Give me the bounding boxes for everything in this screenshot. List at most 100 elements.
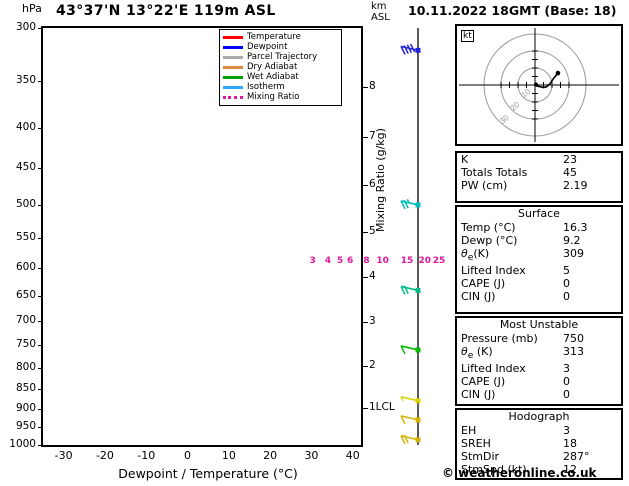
- table-row-value: 313: [563, 345, 584, 358]
- height-tick-label-3: 3: [369, 315, 376, 327]
- wind-barb-640: [400, 285, 421, 295]
- table-row-key: CIN (J): [461, 290, 496, 304]
- pressure-tick-label-850: 850: [15, 381, 36, 394]
- hodograph-ring-label-10: 10: [520, 87, 533, 100]
- table-row: Lifted Index 3: [457, 362, 621, 375]
- pressure-tick-label-650: 650: [15, 288, 36, 301]
- pressure-tick-350: [38, 81, 43, 83]
- hodograph-ring-label-30: 30: [498, 113, 511, 126]
- table-row-key: Temp (°C): [461, 221, 516, 234]
- legend-swatch-icon: [223, 85, 243, 89]
- pressure-tick-label-400: 400: [15, 120, 36, 133]
- pressure-tick-800: [38, 367, 43, 369]
- mixing-ratio-label-5: 5: [336, 256, 344, 267]
- table-row-value: 3: [563, 424, 570, 437]
- mixing-ratio-label-10: 10: [376, 256, 389, 267]
- table-row-value: 0: [563, 290, 570, 304]
- legend-item-parcel-trajectory: Parcel Trajectory: [223, 52, 338, 62]
- wind-barb-column: [396, 26, 442, 447]
- pressure-tick-400: [38, 127, 43, 129]
- height-tick-label-8: 8: [369, 80, 376, 93]
- table-row-value: 12: [563, 463, 577, 476]
- most-unstable-parcel-table: Most Unstable Pressure (mb) 750 θe (K) 313 Li…: [455, 316, 623, 406]
- table-row: CIN (J) 0: [457, 290, 621, 303]
- height-tick-6: [363, 184, 368, 186]
- table-row: θe (K) 313: [457, 345, 621, 362]
- wind-barb-svg: [400, 28, 421, 445]
- table-row: PW (cm) 2.19: [457, 179, 621, 192]
- stability-indices-table: K 23 Totals Totals 45 PW (cm) 2.19: [455, 151, 623, 203]
- legend-label: Mixing Ratio: [247, 91, 300, 102]
- table-row: Lifted Index 5: [457, 264, 621, 277]
- pressure-tick-900: [38, 408, 43, 410]
- station-title: 43°37'N 13°22'E 119m ASL: [56, 3, 276, 19]
- height-unit-label-asl: ASL: [371, 12, 390, 23]
- height-tick-7: [363, 136, 368, 138]
- wind-barb-880: [400, 395, 421, 404]
- table-row: EH 3: [457, 424, 621, 437]
- wind-barb-930: [400, 415, 421, 425]
- pressure-tick-600: [38, 268, 43, 270]
- height-tick-label-5: 5: [369, 224, 376, 237]
- legend-label: Parcel Trajectory: [247, 51, 318, 62]
- legend-swatch-icon: [223, 45, 243, 49]
- temperature-tick-label--10: -10: [137, 449, 156, 462]
- table-section-title: Hodograph: [508, 410, 570, 423]
- legend-swatch-icon: [223, 75, 243, 79]
- pressure-unit-label: hPa: [22, 2, 42, 15]
- temperature-tick-label--20: -20: [95, 449, 114, 462]
- table-row: StmSpd (kt) 12: [457, 463, 621, 476]
- table-row-key: PW (cm): [461, 179, 508, 192]
- pressure-tick-label-450: 450: [15, 161, 36, 174]
- table-row: StmDir 287°: [457, 450, 621, 463]
- pressure-tick-label-700: 700: [15, 314, 36, 327]
- pressure-tick-label-900: 900: [15, 401, 36, 414]
- table-row-value: 0: [563, 277, 570, 291]
- hodograph-ring-label-20: 20: [509, 100, 522, 113]
- height-tick-2: [363, 365, 368, 367]
- table-row: Pressure (mb) 750: [457, 332, 621, 345]
- table-row-value: 9.2: [563, 234, 581, 247]
- table-row-value: 45: [563, 166, 577, 179]
- table-row-key: Pressure (mb): [461, 332, 538, 345]
- table-row: CAPE (J) 0: [457, 277, 621, 290]
- pressure-tick-950: [38, 427, 43, 429]
- temperature-tick-label-40: 40: [345, 449, 360, 462]
- legend-swatch-icon: [223, 65, 243, 69]
- table-row-value: 309: [563, 247, 584, 260]
- legend-item-dry-adiabat: Dry Adiabat: [223, 62, 338, 72]
- table-row-key: SREH: [461, 437, 491, 450]
- table-row-value: 0: [563, 388, 570, 402]
- height-tick-5: [363, 231, 368, 233]
- hodograph-unit-label: kt: [461, 30, 474, 42]
- table-row: Dewp (°C) 9.2: [457, 234, 621, 247]
- mixing-ratio-axis-title: Mixing Ratio (g/kg): [374, 128, 387, 232]
- table-section-title: Most Unstable: [499, 318, 579, 331]
- table-row-key: K: [461, 153, 469, 166]
- hodograph-stats-table: Hodograph EH 3 SREH 18 StmDir 287° StmSpd (kt) 1…: [455, 408, 623, 480]
- height-tick-8: [363, 87, 368, 89]
- height-tick-label-4: 4: [369, 270, 376, 283]
- hodograph-panel[interactable]: 10 20 30: [455, 24, 623, 146]
- temperature-tick-label-0: 0: [184, 449, 192, 462]
- height-tick-4: [363, 277, 368, 279]
- wind-barb-500: [400, 198, 421, 210]
- table-row-key: Lifted Index: [461, 264, 526, 278]
- mixing-ratio-label-3: 3: [309, 256, 316, 267]
- legend-label: Isotherm: [247, 81, 285, 92]
- legend-swatch-icon: [223, 55, 243, 59]
- temperature-tick-label-30: 30: [304, 449, 319, 462]
- pressure-tick-label-950: 950: [15, 420, 36, 433]
- legend-label: Dry Adiabat: [247, 61, 298, 72]
- height-unit-label-km: km: [371, 1, 387, 12]
- pressure-tick-label-350: 350: [15, 74, 36, 87]
- pressure-tick-650: [38, 295, 43, 297]
- temperature-tick-label--30: -30: [54, 449, 73, 462]
- pressure-tick-550: [38, 237, 43, 239]
- pressure-tick-850: [38, 388, 43, 390]
- table-row-key: Lifted Index: [461, 362, 526, 376]
- mixing-ratio-label-20: 20: [418, 256, 432, 267]
- table-row-value: 3: [563, 362, 570, 376]
- mixing-ratio-label-6: 6: [346, 256, 354, 267]
- table-row: CIN (J) 0: [457, 388, 621, 401]
